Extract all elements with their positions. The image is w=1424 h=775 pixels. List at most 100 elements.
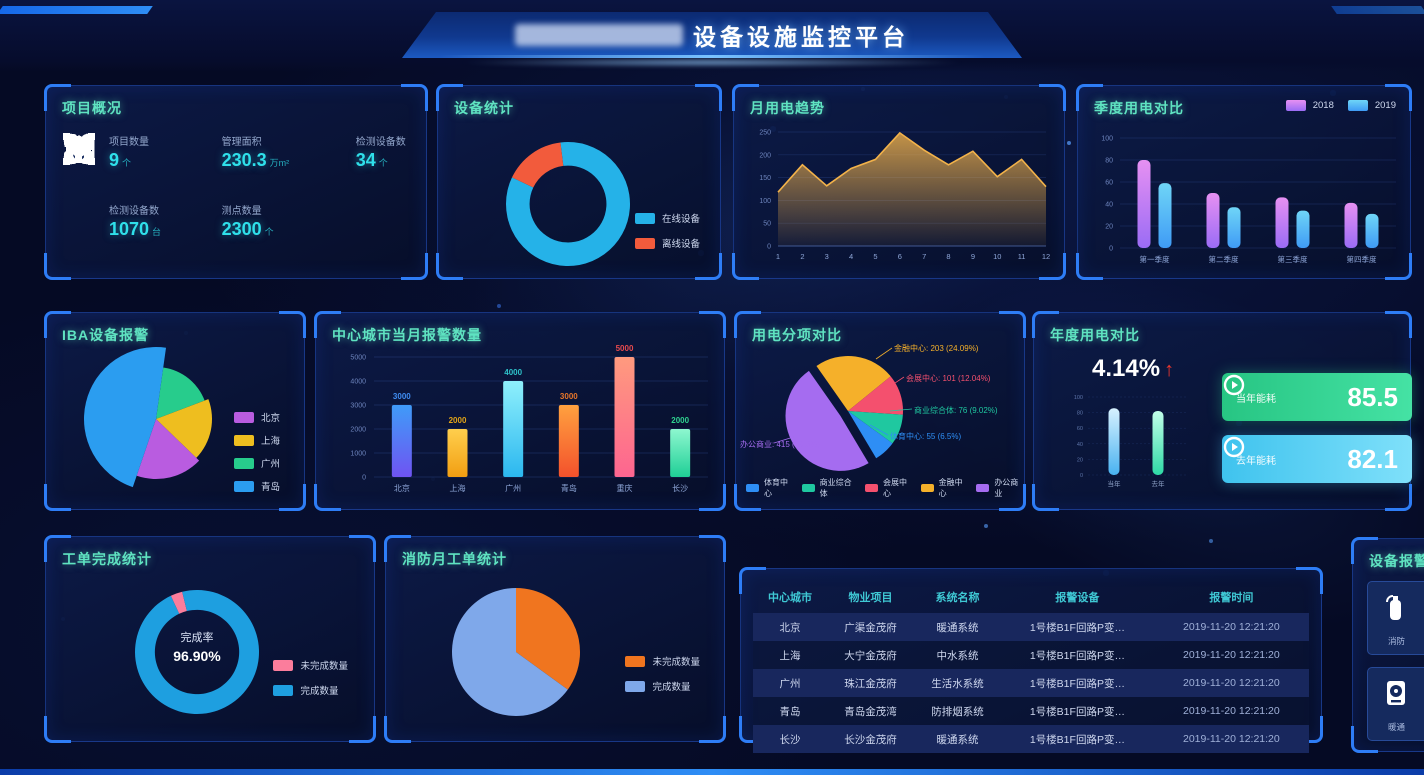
- table-row[interactable]: 广州 珠江金茂府 生活水系统 1号楼B1F回路P变… 2019-11-20 12:21:…: [753, 669, 1309, 697]
- svg-text:8: 8: [946, 252, 950, 261]
- alarm-table: 中心城市 物业项目 系统名称 报警设备 报警时间 北京 广渠金茂府 暖通系统 1号楼B1F回路…: [753, 581, 1309, 753]
- stat-unit: 万m²: [269, 158, 290, 168]
- svg-text:40: 40: [1105, 202, 1113, 209]
- svg-text:0: 0: [1109, 246, 1113, 253]
- stat-value: 230.3: [221, 150, 267, 170]
- table-row[interactable]: 北京 广渠金茂府 暖通系统 1号楼B1F回路P变… 2019-11-20 12:21:2…: [753, 613, 1309, 641]
- svg-text:1: 1: [776, 252, 780, 261]
- gauge-icon: [1223, 374, 1245, 396]
- quarterly-legend: 2018 2019: [1285, 100, 1396, 111]
- legend-swatch: [625, 655, 646, 667]
- legend-item[interactable]: 广州: [233, 456, 280, 470]
- legend-item[interactable]: 办公商业: [976, 477, 1024, 499]
- stat-detect-terminals[interactable]: 检测设备数 1070 台: [62, 136, 175, 240]
- svg-text:1000: 1000: [350, 451, 366, 458]
- svg-text:3000: 3000: [560, 392, 578, 401]
- kpi-card-current-year[interactable]: 当年能耗 85.5: [1222, 373, 1412, 421]
- table-cell: 广渠金茂府: [844, 621, 897, 634]
- table-cell: 青岛金茂湾: [844, 705, 897, 718]
- legend-swatch: [920, 484, 934, 492]
- table-row[interactable]: 上海 大宁金茂府 中水系统 1号楼B1F回路P变… 2019-11-20 12:21:2…: [753, 641, 1309, 669]
- legend-swatch: [801, 484, 815, 492]
- alarm-table-head: 中心城市 物业项目 系统名称 报警设备 报警时间: [753, 581, 1309, 613]
- legend-item[interactable]: 体育中心: [746, 477, 794, 499]
- legend-item[interactable]: 完成数量: [625, 679, 700, 693]
- legend-swatch: [625, 680, 646, 692]
- svg-text:去年: 去年: [1152, 479, 1166, 488]
- legend-swatch: [233, 411, 254, 423]
- legend-swatch: [273, 659, 294, 671]
- alarm-table-body: 北京 广渠金茂府 暖通系统 1号楼B1F回路P变… 2019-11-20 12:21:2…: [753, 613, 1309, 753]
- kpi-label: 去年能耗: [1236, 455, 1276, 467]
- iba-legend: 北京上海广州青岛: [233, 410, 280, 493]
- table-cell: 青岛: [779, 705, 801, 718]
- legend-item[interactable]: 2018: [1285, 100, 1334, 111]
- legend-item[interactable]: 会展中心: [864, 477, 913, 499]
- panel-title: IBA设备报警: [62, 327, 150, 343]
- legend-item[interactable]: 金融中心: [920, 477, 969, 499]
- svg-text:2000: 2000: [671, 416, 689, 425]
- svg-text:3000: 3000: [350, 403, 366, 410]
- legend-item[interactable]: 离线设备: [634, 236, 700, 250]
- panel-quarterly-power: 季度用电对比 2018 2019 0 20 40 60 80 100 第一季度 第二季度 第三季度…: [1076, 84, 1412, 280]
- panel-city-alarms: 中心城市当月报警数量 0 1000 2000 3000 4000 5000 3000 北京 20…: [314, 311, 726, 511]
- table-cell: 珠江金茂府: [844, 677, 897, 690]
- table-cell: 大宁金茂府: [844, 649, 897, 662]
- alarm-status-card-hvac[interactable]: 暖通: [1367, 667, 1424, 741]
- svg-text:2000: 2000: [350, 427, 366, 434]
- panel-corner: [401, 253, 428, 280]
- pie-callout-label: 商业综合体: 76 (9.02%): [914, 406, 998, 415]
- legend-item[interactable]: 上海: [233, 433, 280, 447]
- svg-text:4: 4: [849, 252, 853, 261]
- panel-title: 年度用电对比: [1050, 327, 1140, 343]
- page-title: 设备设施监控平台: [693, 24, 909, 50]
- panel-device-stats: 设备统计 在线设备 离线设备: [436, 84, 722, 280]
- alarm-status-card-fire[interactable]: 消防: [1367, 581, 1424, 655]
- table-cell: 2019-11-20 12:21:20: [1183, 677, 1280, 689]
- svg-text:第二季度: 第二季度: [1209, 254, 1239, 264]
- legend-label: 上海: [260, 436, 280, 447]
- stat-value: 2300: [221, 219, 262, 239]
- alarm-status-label: 消防: [1388, 636, 1406, 646]
- panel-title: 设备报警状态: [1369, 553, 1424, 569]
- legend-item[interactable]: 2019: [1347, 100, 1396, 111]
- table-cell: 1号楼B1F回路P变…: [1029, 677, 1125, 690]
- panel-corner: [1385, 484, 1412, 511]
- stat-measure-points[interactable]: 测点数量 2300 个: [63, 133, 309, 240]
- svg-text:60: 60: [1105, 180, 1113, 187]
- table-cell: 2019-11-20 12:21:20: [1183, 621, 1280, 633]
- stat-managed-area[interactable]: 管理面积 230.3 万m²: [63, 132, 309, 171]
- panel-corner: [44, 253, 71, 280]
- header: 设备设施监控平台: [0, 0, 1424, 72]
- legend-item[interactable]: 未完成数量: [625, 654, 700, 668]
- legend-item[interactable]: 在线设备: [634, 211, 700, 225]
- legend-item[interactable]: 青岛: [233, 479, 280, 493]
- legend-swatch: [233, 457, 254, 469]
- svg-text:4000: 4000: [350, 379, 366, 386]
- svg-text:0: 0: [767, 244, 771, 251]
- svg-text:6: 6: [898, 252, 902, 261]
- table-row[interactable]: 青岛 青岛金茂湾 防排烟系统 1号楼B1F回路P变… 2019-11-20 12:21:…: [753, 697, 1309, 725]
- table-header-cell: 系统名称: [935, 592, 980, 604]
- kpi-card-last-year[interactable]: 去年能耗 82.1: [1222, 435, 1412, 483]
- svg-text:青岛: 青岛: [561, 483, 577, 493]
- svg-text:北京: 北京: [394, 483, 410, 493]
- stat-detect-devices[interactable]: 检测设备数 34 个: [64, 132, 416, 171]
- svg-text:5000: 5000: [616, 344, 634, 353]
- legend-item[interactable]: 商业综合体: [801, 477, 857, 499]
- table-header-cell: 中心城市: [767, 592, 812, 604]
- legend-swatch: [273, 684, 294, 696]
- header-glow: [455, 58, 969, 67]
- table-row[interactable]: 长沙 长沙金茂府 暖通系统 1号楼B1F回路P变… 2019-11-20 12:21:2…: [753, 725, 1309, 753]
- svg-text:20: 20: [1077, 457, 1083, 463]
- panel-title: 季度用电对比: [1094, 100, 1184, 116]
- iba-rose-chart: [83, 346, 212, 488]
- legend-item[interactable]: 北京: [233, 410, 280, 424]
- legend-item[interactable]: 完成数量: [273, 683, 348, 697]
- fire-pie-chart: [452, 588, 581, 716]
- legend-swatch: [233, 480, 254, 492]
- legend-item[interactable]: 未完成数量: [273, 658, 348, 672]
